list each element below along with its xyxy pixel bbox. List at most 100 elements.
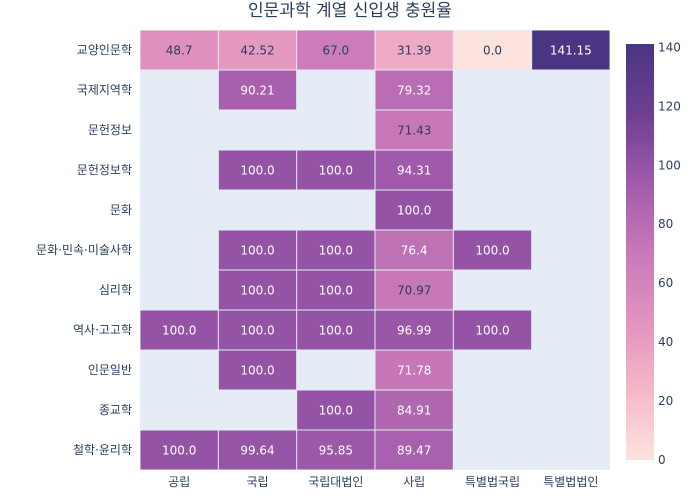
y-tick-label: 역사·고고학: [73, 323, 132, 337]
cell-value-label: 100.0: [475, 244, 509, 258]
cell-value-label: 90.21: [240, 84, 274, 98]
heatmap-cell: [297, 390, 375, 430]
heatmap-cell: [375, 150, 453, 190]
x-tick-label: 국립대법인: [308, 475, 363, 489]
cell-value-label: 67.0: [322, 44, 349, 58]
cell-value-label: 100.0: [319, 164, 353, 178]
heatmap-cell: [140, 430, 218, 470]
cell-value-label: 96.99: [397, 324, 431, 338]
cell-value-label: 100.0: [475, 324, 509, 338]
heatmap-cell: [297, 310, 375, 350]
heatmap-cell: [297, 430, 375, 470]
y-tick-label: 인문일반: [88, 363, 132, 377]
heatmap-cell: [375, 230, 453, 270]
heatmap-cell: [218, 70, 297, 110]
cell-value-label: 141.15: [550, 44, 592, 58]
cell-value-label: 100.0: [240, 284, 274, 298]
cell-value-label: 89.47: [397, 444, 431, 458]
heatmap-cell: [218, 230, 297, 270]
y-tick-label: 문헌정보: [88, 123, 132, 137]
cell-labels: 48.7 42.52 67.0 31.39 0.0 141.15 90.21 79.32 71.…: [162, 44, 592, 458]
heatmap-cell: [218, 350, 297, 390]
heatmap-cell: [218, 430, 297, 470]
y-tick-label: 철학·윤리학: [73, 443, 132, 457]
heatmap-cell: [140, 30, 218, 70]
cell-value-label: 100.0: [319, 284, 353, 298]
heatmap-cell: [532, 30, 610, 70]
heatmap-cell: [375, 350, 453, 390]
colorbar-tick-label: 40: [658, 335, 673, 349]
cell-value-label: 76.4: [401, 244, 428, 258]
x-tick-label: 특별법국립: [465, 475, 520, 489]
heatmap-cell: [453, 230, 532, 270]
cell-value-label: 100.0: [162, 444, 196, 458]
cell-value-label: 100.0: [240, 364, 274, 378]
heatmap-cell: [218, 270, 297, 310]
heatmap-cell: [297, 30, 375, 70]
chart-title: 인문과학 계열 신입생 충원율: [248, 1, 452, 21]
cell-value-label: 71.78: [397, 364, 431, 378]
y-tick-label: 교양인문학: [77, 43, 132, 57]
cell-value-label: 100.0: [240, 164, 274, 178]
colorbar-tick-label: 20: [658, 394, 673, 408]
heatmap-cell: [375, 30, 453, 70]
x-axis-ticks: 공립 국립 국립대법인 사립 특별법국립 특별법법인: [168, 475, 598, 489]
y-tick-label: 심리학: [99, 283, 132, 297]
cell-value-label: 99.64: [240, 444, 274, 458]
cell-value-label: 84.91: [397, 404, 431, 418]
cell-value-label: 0.0: [483, 44, 502, 58]
cell-value-label: 100.0: [397, 204, 431, 218]
cell-value-label: 100.0: [319, 404, 353, 418]
cell-value-label: 79.32: [397, 84, 431, 98]
cell-value-label: 71.43: [397, 124, 431, 138]
heatmap-cell: [375, 70, 453, 110]
cell-value-label: 48.7: [166, 44, 193, 58]
colorbar-tick-label: 0: [658, 453, 666, 467]
heatmap-cell: [140, 310, 218, 350]
y-axis-ticks: 교양인문학국제지역학문헌정보문헌정보학문화문화·민속·미술사학심리학역사·고고학…: [36, 43, 132, 457]
colorbar-ticks: 0 20 40 60 80 100 120 140: [658, 40, 681, 467]
heatmap-cell: [297, 270, 375, 310]
heatmap-cell: [375, 310, 453, 350]
y-tick-label: 종교학: [99, 403, 132, 417]
cell-value-label: 94.31: [397, 164, 431, 178]
heatmap-cell: [453, 310, 532, 350]
heatmap-cell: [218, 310, 297, 350]
cell-value-label: 100.0: [319, 244, 353, 258]
cell-value-label: 95.85: [319, 444, 353, 458]
y-tick-label: 문화·민속·미술사학: [36, 243, 132, 257]
cell-value-label: 42.52: [240, 44, 274, 58]
heatmap-cell: [375, 270, 453, 310]
heatmap-cell: [375, 430, 453, 470]
heatmap-cell: [297, 230, 375, 270]
y-tick-label: 문화: [110, 203, 132, 217]
colorbar-tick-label: 140: [658, 40, 681, 54]
colorbar: [626, 44, 654, 460]
heatmap-cell: [297, 150, 375, 190]
colorbar-tick-label: 80: [658, 217, 673, 231]
cell-value-label: 100.0: [162, 324, 196, 338]
y-tick-label: 문헌정보학: [77, 163, 132, 177]
heatmap-cell: [375, 110, 453, 150]
x-tick-label: 사립: [403, 475, 425, 489]
x-tick-label: 특별법법인: [543, 475, 598, 489]
cell-value-label: 31.39: [397, 44, 431, 58]
cell-value-label: 100.0: [240, 324, 274, 338]
colorbar-tick-label: 120: [658, 99, 681, 113]
colorbar-tick-label: 100: [658, 158, 681, 172]
heatmap-cell: [218, 30, 297, 70]
y-tick-label: 국제지역학: [77, 83, 132, 97]
heatmap-cell: [375, 190, 453, 230]
cell-value-label: 70.97: [397, 284, 431, 298]
plot-background: [140, 30, 610, 470]
x-tick-label: 공립: [168, 475, 190, 489]
heatmap-cell: [218, 150, 297, 190]
cell-value-label: 100.0: [319, 324, 353, 338]
heatmap-cells: [140, 30, 610, 470]
colorbar-tick-label: 60: [658, 276, 673, 290]
x-tick-label: 국립: [246, 475, 268, 489]
cell-value-label: 100.0: [240, 244, 274, 258]
heatmap-cell: [453, 30, 532, 70]
heatmap-cell: [375, 390, 453, 430]
